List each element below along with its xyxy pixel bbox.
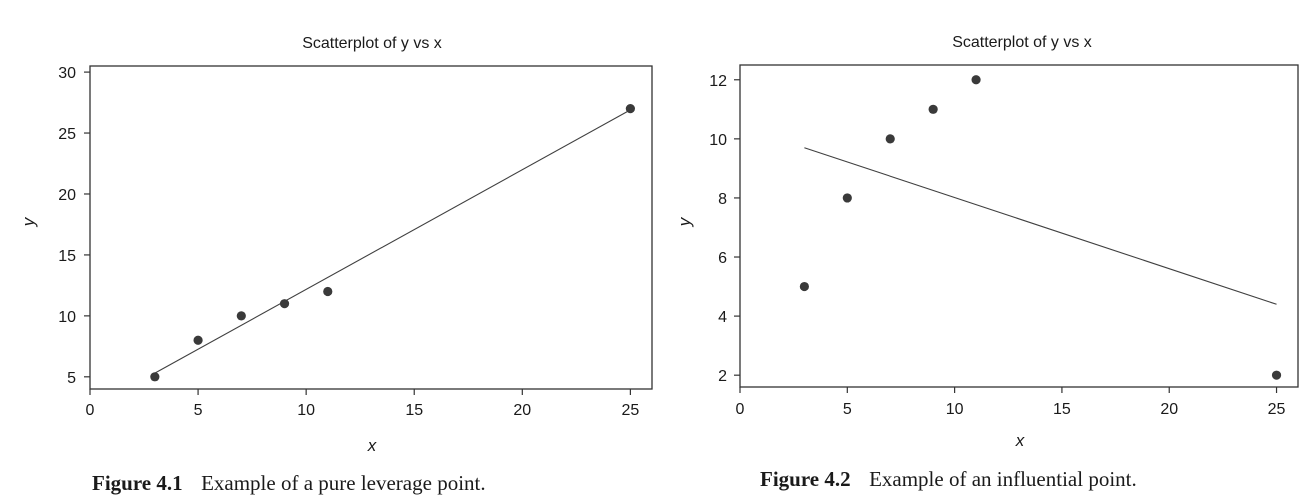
y-tick-label: 30 [58,65,76,82]
x-tick-label: 10 [946,401,964,418]
x-tick-label: 20 [513,402,531,419]
y-tick-label: 8 [718,191,727,208]
data-point [150,372,160,382]
x-axis-label: x [367,436,377,455]
caption-number: Figure 4.2 [760,467,851,491]
regression-line [154,109,631,374]
regression-line [804,147,1277,305]
x-tick-label: 15 [1053,401,1071,418]
data-point [1271,370,1282,380]
chart-title: Scatterplot of y vs x [952,34,1092,51]
y-axis-label: y [675,216,694,227]
y-axis-ticks: 5 10 15 20 25 30 [58,65,90,387]
y-tick-label: 10 [58,309,76,326]
x-tick-label: 10 [297,402,315,419]
y-axis-label: y [19,216,38,227]
y-tick-label: 4 [718,309,727,326]
chart-title: Scatterplot of y vs x [302,35,442,52]
x-axis-label: x [1015,431,1025,450]
data-point [279,299,290,309]
x-tick-label: 25 [1268,401,1286,418]
data-point [323,286,333,297]
y-axis-ticks: 2 4 6 8 10 12 [709,73,740,385]
data-points [150,104,635,382]
caption-text: Example of an influential point. [869,467,1137,491]
x-tick-label: 5 [194,402,203,419]
y-tick-label: 2 [718,368,727,385]
x-tick-label: 5 [843,401,852,418]
data-points [799,75,1282,380]
y-tick-label: 20 [58,187,76,204]
y-tick-label: 6 [718,250,727,267]
data-point [842,193,852,203]
y-tick-label: 15 [58,248,76,265]
y-tick-label: 12 [709,73,727,90]
data-point [799,281,809,292]
caption-number: Figure 4.1 [92,471,183,495]
caption-text: Example of a pure leverage point. [201,471,486,495]
y-tick-label: 25 [58,126,76,143]
x-tick-label: 0 [736,401,745,418]
x-tick-label: 15 [405,402,423,419]
x-tick-label: 20 [1160,401,1178,418]
figure-caption: Figure 4.2 Example of an influential poi… [760,467,1137,491]
x-axis-ticks: 0 5 10 15 20 25 [736,387,1286,418]
data-point [625,104,635,114]
data-point [971,75,981,85]
y-tick-label: 5 [67,370,76,387]
x-axis-ticks: 0 5 10 15 20 25 [86,389,639,419]
plot-frame [739,64,1299,388]
chart-panel-leverage: Scatterplot of y vs x 0 5 10 15 20 25 5101520… [19,35,653,495]
x-tick-label: 0 [86,402,95,419]
figure-caption: Figure 4.1 Example of a pure leverage po… [92,471,486,495]
y-tick-label: 10 [709,132,727,149]
data-point [193,335,203,345]
plot-frame [89,65,653,390]
data-point [928,104,938,114]
data-point [885,134,895,144]
x-tick-label: 25 [621,402,639,419]
data-point [236,311,246,321]
chart-panel-influential: Scatterplot of y vs x 0 5 10 15 20 25 2 4 6 8 10 1… [675,34,1299,491]
